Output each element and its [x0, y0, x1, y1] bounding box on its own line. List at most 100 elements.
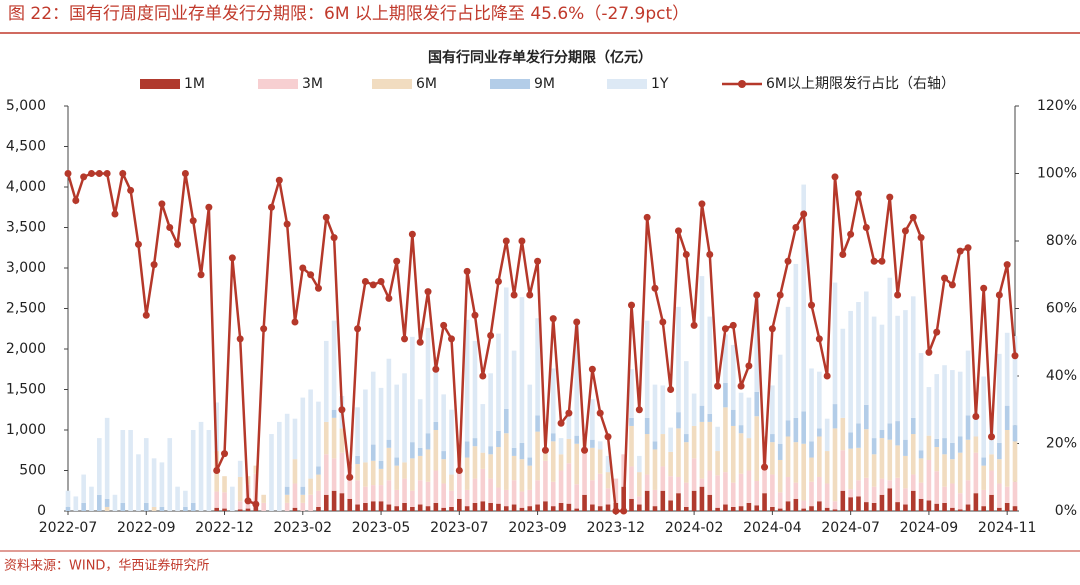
bar	[965, 415, 971, 440]
bar	[363, 486, 368, 503]
bar	[660, 490, 666, 511]
bar	[754, 391, 760, 417]
bar	[895, 315, 900, 422]
line-marker	[557, 419, 565, 427]
bar	[762, 493, 767, 511]
y2-tick-label: 80%	[1046, 233, 1077, 249]
bar	[723, 334, 728, 384]
bar	[770, 506, 775, 511]
bar	[918, 353, 924, 451]
bar	[410, 458, 415, 491]
bar	[543, 452, 548, 461]
bar	[652, 441, 658, 450]
bar	[1004, 502, 1010, 511]
bar	[363, 462, 368, 487]
bar	[277, 421, 282, 511]
bar	[81, 474, 86, 503]
bar	[590, 399, 595, 440]
bar	[550, 368, 556, 434]
bar	[668, 500, 673, 511]
bar	[449, 490, 454, 507]
bar	[668, 476, 673, 501]
bar	[730, 344, 736, 410]
bar	[801, 443, 806, 501]
x-tick-label: 2024-07	[821, 520, 880, 536]
bar	[464, 319, 470, 442]
bar	[652, 384, 658, 442]
bar	[777, 459, 783, 493]
bar	[503, 287, 509, 409]
bar	[644, 474, 650, 491]
line-marker	[839, 251, 847, 258]
bar	[151, 506, 157, 511]
x-tick-label: 2024-11	[978, 520, 1037, 536]
bar	[1012, 441, 1018, 482]
bar	[597, 473, 603, 507]
bar	[410, 442, 415, 459]
bar	[879, 438, 885, 479]
line-marker	[901, 227, 909, 235]
line-marker	[721, 325, 729, 333]
bar	[433, 357, 439, 422]
bar	[457, 498, 462, 511]
line-marker	[103, 170, 111, 177]
bar	[261, 494, 266, 503]
bar	[519, 459, 525, 492]
bar	[887, 277, 893, 424]
line-marker	[988, 433, 996, 441]
line-marker	[612, 507, 620, 515]
line-marker	[510, 291, 518, 299]
line-marker	[573, 318, 581, 326]
bar	[457, 458, 462, 499]
bar	[590, 504, 595, 511]
legend-label: 1Y	[651, 76, 669, 92]
bar	[496, 447, 501, 488]
bar	[926, 387, 932, 436]
bar	[566, 438, 572, 464]
line-marker	[894, 291, 902, 299]
line-marker	[408, 230, 416, 238]
bar	[652, 449, 658, 490]
bar	[738, 425, 744, 434]
bar	[292, 483, 298, 508]
line-marker	[142, 311, 150, 319]
bar	[957, 493, 963, 510]
bar	[316, 401, 321, 467]
bar	[1004, 430, 1010, 487]
bar	[738, 473, 744, 507]
bar	[331, 320, 337, 410]
bar	[503, 408, 509, 434]
bar	[707, 316, 713, 414]
line-marker	[236, 335, 244, 343]
bar	[754, 294, 760, 392]
line-marker	[283, 220, 291, 228]
bar	[950, 442, 955, 460]
bar	[691, 425, 697, 459]
line-marker	[909, 213, 917, 221]
bar	[308, 389, 313, 479]
bar	[723, 504, 728, 511]
bar	[730, 506, 736, 511]
bar	[652, 506, 658, 511]
line-marker	[534, 257, 542, 265]
bar	[856, 480, 861, 497]
bar	[574, 322, 580, 436]
bar	[605, 488, 611, 505]
line-marker	[150, 261, 158, 269]
line-marker	[659, 318, 667, 326]
bar	[511, 455, 517, 481]
bar	[723, 472, 728, 505]
bar	[222, 508, 227, 511]
line-marker	[119, 170, 127, 177]
line-marker	[870, 257, 878, 265]
line-marker	[776, 291, 784, 299]
bar	[1012, 481, 1018, 507]
line-marker	[729, 321, 737, 329]
bar	[1012, 425, 1018, 442]
bar	[237, 460, 243, 477]
bar	[488, 446, 493, 455]
line-marker	[674, 227, 682, 235]
bar	[950, 507, 955, 511]
bar	[981, 506, 986, 511]
line-marker	[581, 446, 589, 454]
